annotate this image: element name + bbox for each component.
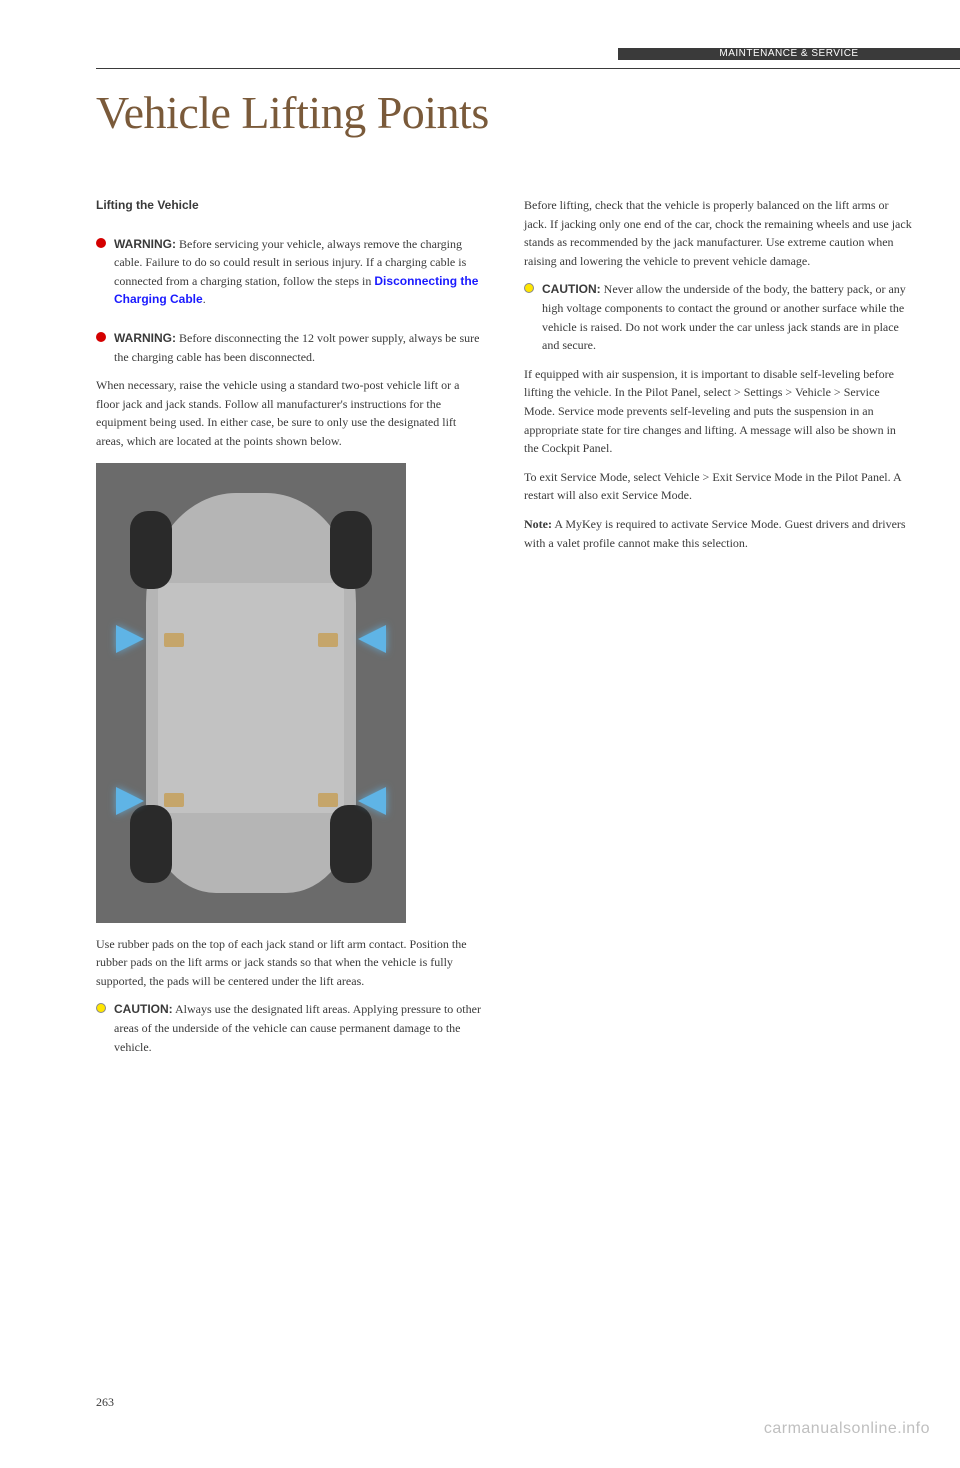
warning-2-text: WARNING: Before disconnecting the 12 vol… — [114, 329, 484, 366]
caution-icon — [96, 1003, 106, 1013]
right-p3: To exit Service Mode, select Vehicle > E… — [524, 468, 912, 505]
watermark: carmanualsonline.info — [764, 1420, 930, 1438]
column-right: Before lifting, check that the vehicle i… — [524, 196, 912, 1066]
fig-wheel-rear-right — [330, 805, 372, 883]
fig-arrow-rear-left — [116, 787, 144, 815]
caution-right-text: CAUTION: Never allow the underside of th… — [542, 280, 912, 354]
warning-1-label: WARNING: — [114, 237, 176, 251]
fig-lift-pad-rear-right — [318, 793, 338, 807]
column-left: Lifting the Vehicle WARNING: Before serv… — [96, 196, 484, 1066]
right-note-body: A MyKey is required to activate Service … — [524, 517, 906, 550]
fig-wheel-rear-left — [130, 805, 172, 883]
fig-arrow-front-left — [116, 625, 144, 653]
caution-icon — [524, 283, 534, 293]
warning-icon — [96, 238, 106, 248]
caution-left-text: CAUTION: Always use the designated lift … — [114, 1000, 484, 1056]
fig-arrow-front-right — [358, 625, 386, 653]
fig-lift-pad-front-right — [318, 633, 338, 647]
warning-1-tail: . — [203, 292, 206, 306]
page: MAINTENANCE & SERVICE Vehicle Lifting Po… — [0, 0, 960, 1468]
right-note-label: Note: — [524, 517, 552, 531]
right-p2: If equipped with air suspension, it is i… — [524, 365, 912, 458]
fig-lift-pad-front-left — [164, 633, 184, 647]
right-note: Note: A MyKey is required to activate Se… — [524, 515, 912, 552]
fig-arrow-rear-right — [358, 787, 386, 815]
warning-1-text: WARNING: Before servicing your vehicle, … — [114, 235, 484, 309]
fig-wheel-front-right — [330, 511, 372, 589]
fig-wheel-front-left — [130, 511, 172, 589]
warning-block-2: WARNING: Before disconnecting the 12 vol… — [96, 329, 484, 366]
after-figure-paragraph: Use rubber pads on the top of each jack … — [96, 935, 484, 991]
caution-right-label: CAUTION: — [542, 282, 601, 296]
fig-lift-pad-rear-left — [164, 793, 184, 807]
lifting-points-figure — [96, 463, 406, 923]
warning-block-1: WARNING: Before servicing your vehicle, … — [96, 235, 484, 309]
page-title: Vehicle Lifting Points — [96, 86, 489, 139]
warning-2-label: WARNING: — [114, 331, 176, 345]
right-p1: Before lifting, check that the vehicle i… — [524, 196, 912, 270]
fig-underbody — [158, 583, 344, 813]
header-section-label: MAINTENANCE & SERVICE — [618, 48, 960, 60]
page-number: 263 — [96, 1395, 114, 1410]
content-columns: Lifting the Vehicle WARNING: Before serv… — [96, 196, 912, 1066]
intro-paragraph: When necessary, raise the vehicle using … — [96, 376, 484, 450]
caution-block-right: CAUTION: Never allow the underside of th… — [524, 280, 912, 354]
header-rule — [96, 68, 960, 69]
subhead-lifting: Lifting the Vehicle — [96, 196, 484, 215]
warning-icon — [96, 332, 106, 342]
caution-block-left: CAUTION: Always use the designated lift … — [96, 1000, 484, 1056]
caution-left-label: CAUTION: — [114, 1002, 173, 1016]
